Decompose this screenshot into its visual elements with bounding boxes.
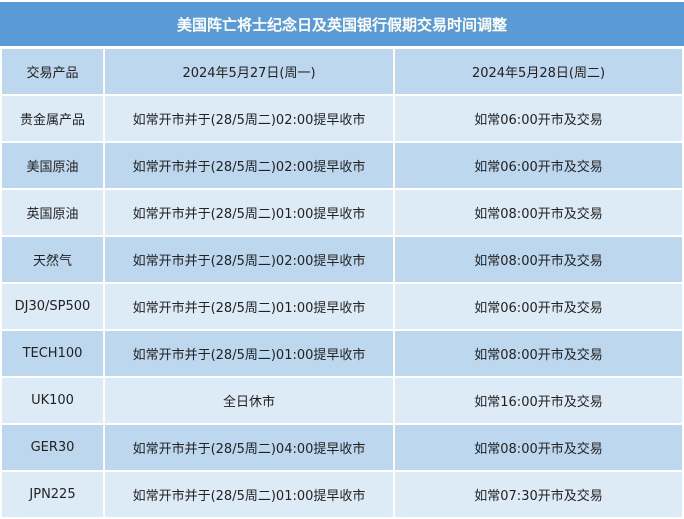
table-row: 天然气 如常开市并于(28/5周二)02:00提早收市 如常08:00开市及交易 — [0, 235, 684, 284]
may27-cell: 如常开市并于(28/5周二)01:00提早收市 — [103, 470, 395, 519]
may28-cell: 如常08:00开市及交易 — [393, 329, 684, 378]
product-cell: 天然气 — [0, 235, 105, 284]
may28-cell: 如常08:00开市及交易 — [393, 235, 684, 284]
product-cell: 英国原油 — [0, 188, 105, 237]
may28-cell: 如常06:00开市及交易 — [393, 94, 684, 143]
may27-cell: 如常开市并于(28/5周二)01:00提早收市 — [103, 282, 395, 331]
header-may27: 2024年5月27日(周一) — [103, 47, 395, 96]
product-cell: TECH100 — [0, 329, 105, 378]
may28-cell: 如常07:30开市及交易 — [393, 470, 684, 519]
may27-cell: 全日休市 — [103, 376, 395, 425]
product-cell: UK100 — [0, 376, 105, 425]
may27-cell: 如常开市并于(28/5周二)02:00提早收市 — [103, 235, 395, 284]
may27-cell: 如常开市并于(28/5周二)02:00提早收市 — [103, 141, 395, 190]
header-product: 交易产品 — [0, 47, 105, 96]
table-row: GER30 如常开市并于(28/5周二)04:00提早收市 如常08:00开市及交易 — [0, 423, 684, 472]
table-row: TECH100 如常开市并于(28/5周二)01:00提早收市 如常08:00开市及… — [0, 329, 684, 378]
table-row: UK100 全日休市 如常16:00开市及交易 — [0, 376, 684, 425]
product-cell: 贵金属产品 — [0, 94, 105, 143]
table-row: 贵金属产品 如常开市并于(28/5周二)02:00提早收市 如常06:00开市及交易 — [0, 94, 684, 143]
may27-cell: 如常开市并于(28/5周二)01:00提早收市 — [103, 188, 395, 237]
trading-hours-table: 交易产品 2024年5月27日(周一) 2024年5月28日(周二) 贵金属产品… — [0, 47, 684, 519]
may28-cell: 如常08:00开市及交易 — [393, 423, 684, 472]
may27-cell: 如常开市并于(28/5周二)02:00提早收市 — [103, 94, 395, 143]
table-row: 美国原油 如常开市并于(28/5周二)02:00提早收市 如常06:00开市及交易 — [0, 141, 684, 190]
header-row: 交易产品 2024年5月27日(周一) 2024年5月28日(周二) — [0, 47, 684, 96]
table-title: 美国阵亡将士纪念日及英国银行假期交易时间调整 — [0, 2, 684, 46]
header-may28: 2024年5月28日(周二) — [393, 47, 684, 96]
table-row: 英国原油 如常开市并于(28/5周二)01:00提早收市 如常08:00开市及交易 — [0, 188, 684, 237]
table-row: DJ30/SP500 如常开市并于(28/5周二)01:00提早收市 如常06:00… — [0, 282, 684, 331]
may27-cell: 如常开市并于(28/5周二)04:00提早收市 — [103, 423, 395, 472]
may27-cell: 如常开市并于(28/5周二)01:00提早收市 — [103, 329, 395, 378]
product-cell: JPN225 — [0, 470, 105, 519]
may28-cell: 如常16:00开市及交易 — [393, 376, 684, 425]
product-cell: GER30 — [0, 423, 105, 472]
table-row: JPN225 如常开市并于(28/5周二)01:00提早收市 如常07:30开市及交… — [0, 470, 684, 519]
product-cell: DJ30/SP500 — [0, 282, 105, 331]
may28-cell: 如常06:00开市及交易 — [393, 141, 684, 190]
may28-cell: 如常06:00开市及交易 — [393, 282, 684, 331]
product-cell: 美国原油 — [0, 141, 105, 190]
may28-cell: 如常08:00开市及交易 — [393, 188, 684, 237]
